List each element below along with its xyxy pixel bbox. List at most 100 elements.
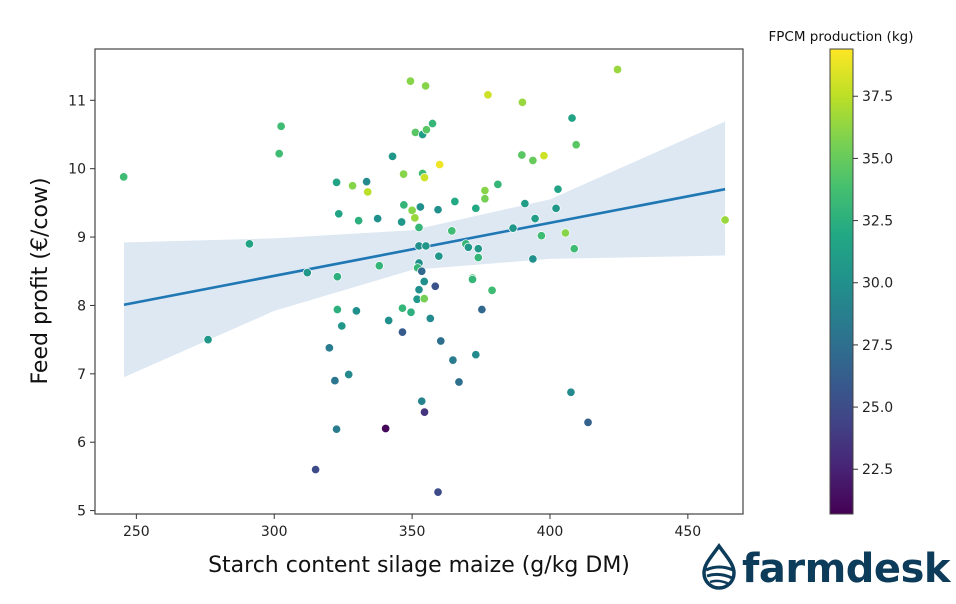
data-point xyxy=(471,350,481,360)
data-point xyxy=(487,285,497,295)
data-point xyxy=(569,244,579,254)
y-tick-label: 5 xyxy=(77,504,86,520)
data-point xyxy=(480,186,490,196)
data-point xyxy=(387,151,398,161)
data-point xyxy=(583,417,593,427)
colorbar-tick-label: 32.5 xyxy=(862,214,893,230)
data-point xyxy=(334,209,344,219)
y-tick-label: 6 xyxy=(77,435,86,451)
y-axis-title: Feed profit (€/cow) xyxy=(28,177,53,384)
data-point xyxy=(399,169,409,179)
y-axis-ticks: 5 6 7 8 9 10 11 xyxy=(68,93,95,520)
data-point xyxy=(337,321,347,331)
data-point xyxy=(425,313,435,323)
data-point xyxy=(539,151,549,161)
colorbar-tick-label: 22.5 xyxy=(862,462,893,478)
data-point xyxy=(454,377,464,387)
data-point xyxy=(373,214,383,224)
data-point xyxy=(473,244,483,254)
y-tick-label: 8 xyxy=(77,298,86,314)
data-point xyxy=(354,216,364,226)
colorbar-title: FPCM production (kg) xyxy=(769,29,914,45)
data-point xyxy=(473,253,483,263)
data-point xyxy=(467,274,478,284)
x-tick-label: 400 xyxy=(537,524,564,540)
data-point xyxy=(407,205,417,215)
data-point xyxy=(324,343,334,353)
data-point xyxy=(433,487,443,497)
colorbar-tick-label: 37.5 xyxy=(862,89,893,105)
x-tick-label: 250 xyxy=(123,524,150,540)
data-point xyxy=(463,242,473,252)
x-axis-ticks: 250 300 350 400 450 xyxy=(123,514,701,540)
data-point xyxy=(517,97,527,107)
data-point xyxy=(397,303,408,313)
data-point xyxy=(419,294,429,304)
data-point xyxy=(397,327,408,337)
logo-text: farmdesk xyxy=(742,546,952,592)
farmdesk-logo: farmdesk xyxy=(702,542,952,592)
data-point xyxy=(203,335,213,345)
data-point xyxy=(417,266,427,276)
data-point xyxy=(332,304,342,315)
data-point xyxy=(384,315,394,326)
data-point xyxy=(332,272,342,282)
data-point xyxy=(448,355,458,365)
colorbar-tick-label: 35.0 xyxy=(862,151,893,167)
x-tick-label: 300 xyxy=(261,524,288,540)
data-point xyxy=(560,228,570,238)
data-point xyxy=(530,214,540,224)
data-point xyxy=(276,121,286,131)
data-point xyxy=(427,118,438,129)
data-point xyxy=(421,241,431,251)
data-point xyxy=(471,203,481,213)
data-point xyxy=(414,285,424,295)
data-point xyxy=(311,465,321,475)
data-point xyxy=(419,276,429,287)
data-point xyxy=(417,396,427,406)
data-point xyxy=(399,200,409,210)
data-point xyxy=(351,306,361,316)
data-point xyxy=(612,64,623,75)
data-point xyxy=(119,172,129,182)
data-point xyxy=(520,198,530,209)
data-point xyxy=(566,387,576,397)
colorbar xyxy=(829,48,854,515)
data-point xyxy=(430,281,440,291)
data-point xyxy=(480,194,490,204)
data-point xyxy=(419,407,430,417)
colorbar-tick-label: 25.0 xyxy=(862,400,893,416)
y-tick-label: 10 xyxy=(68,162,86,178)
x-axis-title: Starch content silage maize (g/kg DM) xyxy=(208,553,630,578)
data-point xyxy=(571,140,581,150)
data-point xyxy=(551,203,561,213)
data-point xyxy=(483,90,493,100)
data-point xyxy=(344,369,354,380)
data-point xyxy=(347,181,358,191)
x-tick-label: 450 xyxy=(674,524,701,540)
data-point xyxy=(405,76,416,86)
colorbar-tick-label: 30.0 xyxy=(862,276,893,292)
data-point xyxy=(567,113,577,123)
data-point xyxy=(508,223,518,233)
data-point xyxy=(330,376,340,386)
data-point xyxy=(528,155,538,166)
water-drop-icon xyxy=(702,542,736,590)
data-point xyxy=(421,81,431,91)
data-point xyxy=(493,179,503,189)
data-point xyxy=(450,196,460,207)
data-point xyxy=(434,251,444,261)
points-layer xyxy=(119,64,730,497)
colorbar-tick-label: 27.5 xyxy=(862,338,893,354)
data-point xyxy=(374,261,384,271)
x-tick-label: 350 xyxy=(399,524,426,540)
data-point xyxy=(244,239,254,249)
data-point xyxy=(406,307,416,317)
data-point xyxy=(414,222,424,233)
data-point xyxy=(419,173,430,183)
data-point xyxy=(381,423,391,434)
data-point xyxy=(302,268,312,278)
data-point xyxy=(528,254,538,264)
data-point xyxy=(435,160,445,170)
